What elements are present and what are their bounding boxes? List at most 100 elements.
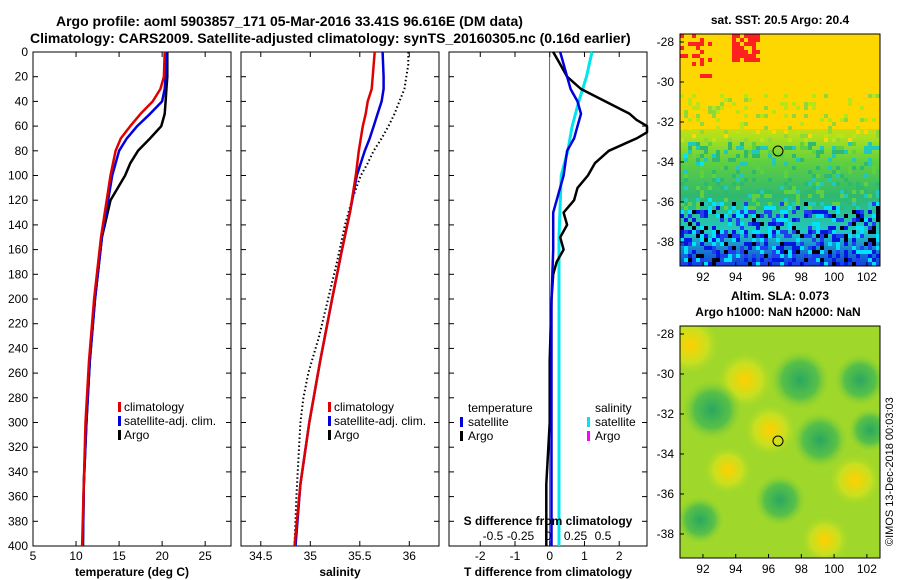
title-line-1: Argo profile: aoml 5903857_171 05-Mar-20… [56,13,523,29]
depth-tick-label: 0 [21,45,28,59]
depth-tick-label: 40 [15,94,29,108]
temperature-xlabel: temperature (deg C) [75,565,189,579]
legend-swatch-argo [118,430,121,440]
x-axes: 5 10 15 20 25 34.5 35 35.5 36 -2 -1 0 1 2 -0.5 -0.25 0 0.… [30,52,623,563]
difference-xlabel: T difference from climatology [464,565,632,579]
depth-tick-label: 180 [8,267,28,281]
map-x-tick-label: 92 [696,562,710,576]
depth-tick-label: 200 [8,292,28,306]
x-tick-label: 25 [198,549,212,563]
depth-tick-label: 400 [8,539,28,553]
map-x-tick-label: 96 [762,562,776,576]
x-tick-label: -1 [510,549,521,563]
depth-axis: 0 20 40 60 80 100 120 140 160 180 200 220 240 260 280 3… [8,45,647,553]
salinity-climatology-line [293,51,376,547]
sla-title-1: Altim. SLA: 0.073 [731,289,829,303]
legend-swatch-climatology [328,402,331,412]
legend-swatch-s-argo [587,431,590,441]
depth-tick-label: 80 [15,144,29,158]
temperature-climatology-line [80,51,166,547]
depth-tick-label: 360 [8,490,28,504]
temperature-diff-satellite-line [550,51,583,546]
legend-salinity-title: salinity [595,401,632,415]
map-x-tick-label: 92 [696,270,710,284]
legend-swatch-t-argo [460,431,463,441]
difference-legend: temperature satellite Argo salinity sate… [460,401,636,443]
legend-swatch-t-satellite [460,417,463,427]
depth-tick-label: 380 [8,514,28,528]
s-tick-label: -0.25 [507,529,535,543]
x-tick-label: 0 [546,549,553,563]
s-tick-label: 0.25 [564,529,588,543]
map-x-tick-label: 98 [795,270,809,284]
depth-tick-label: 220 [8,317,28,331]
legend-climatology: climatology [334,400,394,414]
legend-s-argo: Argo [595,429,621,443]
map-y-tick-label: -32 [657,407,675,421]
x-tick-label: 5 [30,549,37,563]
sst-map [680,34,880,266]
legend-argo: Argo [334,428,360,442]
x-tick-label: 10 [69,549,83,563]
map-y-tick-label: -32 [657,115,675,129]
map-y-tick-label: -30 [657,75,675,89]
map-y-tick-label: -36 [657,487,675,501]
x-tick-label: 34.5 [249,549,273,563]
map-y-tick-label: -38 [657,235,675,249]
legend-swatch-argo [328,430,331,440]
map-x-tick-label: 100 [824,270,844,284]
map-x-tick-label: 96 [762,270,776,284]
map-y-tick-label: -28 [657,327,675,341]
argo-position-marker-sst [772,145,784,157]
argo-position-marker-sla [772,435,784,447]
map-y-tick-label: -34 [657,447,675,461]
s-tick-label: 0 [545,529,552,543]
depth-tick-label: 320 [8,440,28,454]
salinity-panel [240,51,440,547]
sla-map [680,326,880,558]
depth-tick-label: 340 [8,465,28,479]
legend-climatology: climatology [124,400,184,414]
legend-argo: Argo [124,428,150,442]
salinity-argo-line [293,52,410,547]
s-tick-label: 0.5 [595,529,612,543]
map-y-tick-label: -36 [657,195,675,209]
depth-tick-label: 120 [8,193,28,207]
map-axes: 92 94 96 98 100 102 -28 -30 -32 -34 -36 -38 92 94 96 98… [657,35,878,576]
depth-tick-label: 140 [8,218,28,232]
x-tick-label: 20 [155,549,169,563]
legend-swatch-climatology [118,402,121,412]
x-tick-label: 35 [304,549,318,563]
depth-tick-label: 240 [8,341,28,355]
map-x-tick-label: 94 [729,270,743,284]
legend-satellite: satellite-adj. clim. [124,414,216,428]
profile-lines [80,51,649,547]
legend-temperature-title: temperature [468,401,533,415]
imos-credit: ©IMOS 13-Dec-2018 00:03:03 [884,397,896,546]
title-line-2: Climatology: CARS2009. Satellite-adjuste… [30,30,631,46]
legend-swatch-satellite [328,416,331,426]
map-x-tick-label: 94 [729,562,743,576]
depth-tick-label: 280 [8,391,28,405]
legend-swatch-satellite [118,416,121,426]
map-x-tick-label: 102 [857,562,877,576]
sla-title-2: Argo h1000: NaN h2000: NaN [695,305,860,319]
s-tick-label: -0.5 [483,529,504,543]
x-tick-label: 1 [581,549,588,563]
map-y-tick-label: -30 [657,367,675,381]
map-y-tick-label: -38 [657,527,675,541]
map-x-tick-label: 98 [795,562,809,576]
x-tick-label: 36 [403,549,417,563]
salinity-legend: climatology satellite-adj. clim. Argo [328,400,426,442]
map-x-tick-label: 100 [824,562,844,576]
map-y-tick-label: -28 [657,35,675,49]
x-tick-label: 15 [112,549,126,563]
x-tick-label: 2 [616,549,623,563]
depth-tick-label: 260 [8,366,28,380]
salinity-xlabel: salinity [319,565,361,579]
depth-tick-label: 60 [15,119,29,133]
depth-tick-label: 300 [8,416,28,430]
x-tick-label: -2 [475,549,486,563]
depth-tick-label: 160 [8,243,28,257]
